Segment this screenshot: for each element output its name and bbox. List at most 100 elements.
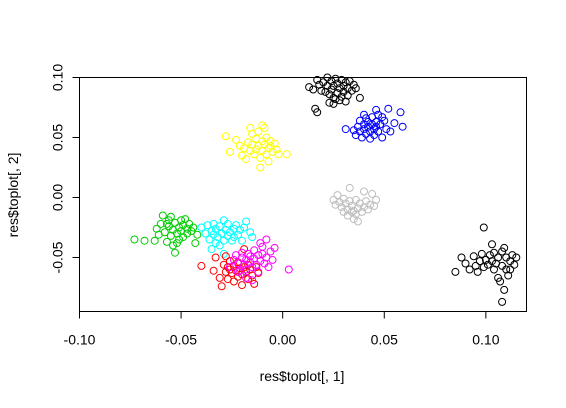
data-point [246,123,255,132]
data-point [221,252,230,261]
data-point [248,263,257,272]
data-point [374,110,383,119]
data-point [229,233,238,242]
data-point [494,253,503,262]
data-point [219,236,228,245]
data-point [130,235,139,244]
data-point [211,224,220,233]
data-point [197,261,206,270]
data-point [272,145,281,154]
data-point [494,273,503,282]
data-point [223,219,232,228]
y-tick-label: 0.00 [50,184,66,211]
data-point [270,243,279,252]
points-layer [130,73,521,306]
data-point [203,221,212,230]
series-3 [221,121,291,172]
data-point [508,251,517,260]
data-point [500,243,509,252]
data-point [390,119,399,128]
data-point [364,205,372,214]
data-point [234,267,242,276]
data-point [156,219,165,228]
data-point [250,246,259,255]
data-point [353,217,362,226]
data-point [362,129,370,138]
data-point [347,207,356,216]
data-point [368,189,377,198]
data-point [140,236,149,245]
series-6 [130,211,202,257]
data-point [510,260,519,269]
x-tick-label: 0.00 [269,332,296,348]
data-point [246,228,255,237]
data-point [364,117,372,126]
data-point [370,125,379,134]
data-point [254,127,263,136]
data-point [171,248,179,257]
data-point [309,85,318,94]
data-point [266,137,275,146]
x-axis: -0.10 -0.05 0.00 0.05 0.10 [64,311,500,348]
data-point [189,223,198,232]
data-point [457,253,466,262]
data-point [225,263,234,272]
data-point [205,235,214,244]
data-point [360,110,368,119]
data-point [242,155,251,164]
data-point [268,255,277,264]
data-point [238,253,246,262]
data-point [382,125,391,134]
data-point [469,252,478,261]
data-point [451,267,460,276]
data-point [219,249,228,258]
data-point [234,230,242,239]
data-point [386,127,395,136]
data-point [333,191,342,200]
series-9 [225,235,293,285]
data-point [360,187,368,196]
data-point [232,135,240,144]
data-point [341,97,350,106]
x-tick-label: 0.05 [371,332,398,348]
data-point [479,223,488,232]
data-point [331,74,340,83]
data-point [500,285,509,294]
data-point [465,265,474,274]
data-point [325,98,334,107]
data-point [378,113,387,122]
series-7 [197,216,257,258]
data-point [232,221,240,230]
data-point [372,105,381,114]
data-point [254,141,263,150]
data-point [260,123,269,132]
series-8 [197,245,263,291]
data-point [512,253,521,262]
data-point [256,153,265,162]
plot-frame [79,77,527,312]
data-point [331,95,340,104]
data-point [313,108,322,117]
data-point [258,121,267,130]
data-point [481,255,490,264]
data-point [506,265,515,274]
data-point [215,241,224,250]
series-4 [329,183,381,226]
data-point [238,281,246,290]
x-tick-label: -0.05 [165,332,197,348]
y-axis: -0.05 0.00 0.05 0.10 [50,64,80,273]
data-point [217,282,226,291]
data-point [236,266,244,275]
data-point [396,108,405,117]
y-tick-label: 0.05 [50,124,66,151]
data-point [488,257,496,266]
data-point [158,211,167,220]
data-point [264,263,273,272]
data-point [244,249,253,258]
data-point [349,215,358,224]
data-point [246,252,255,261]
data-point [150,236,159,245]
data-point [488,240,496,249]
data-point [193,230,202,239]
data-point [345,197,354,206]
